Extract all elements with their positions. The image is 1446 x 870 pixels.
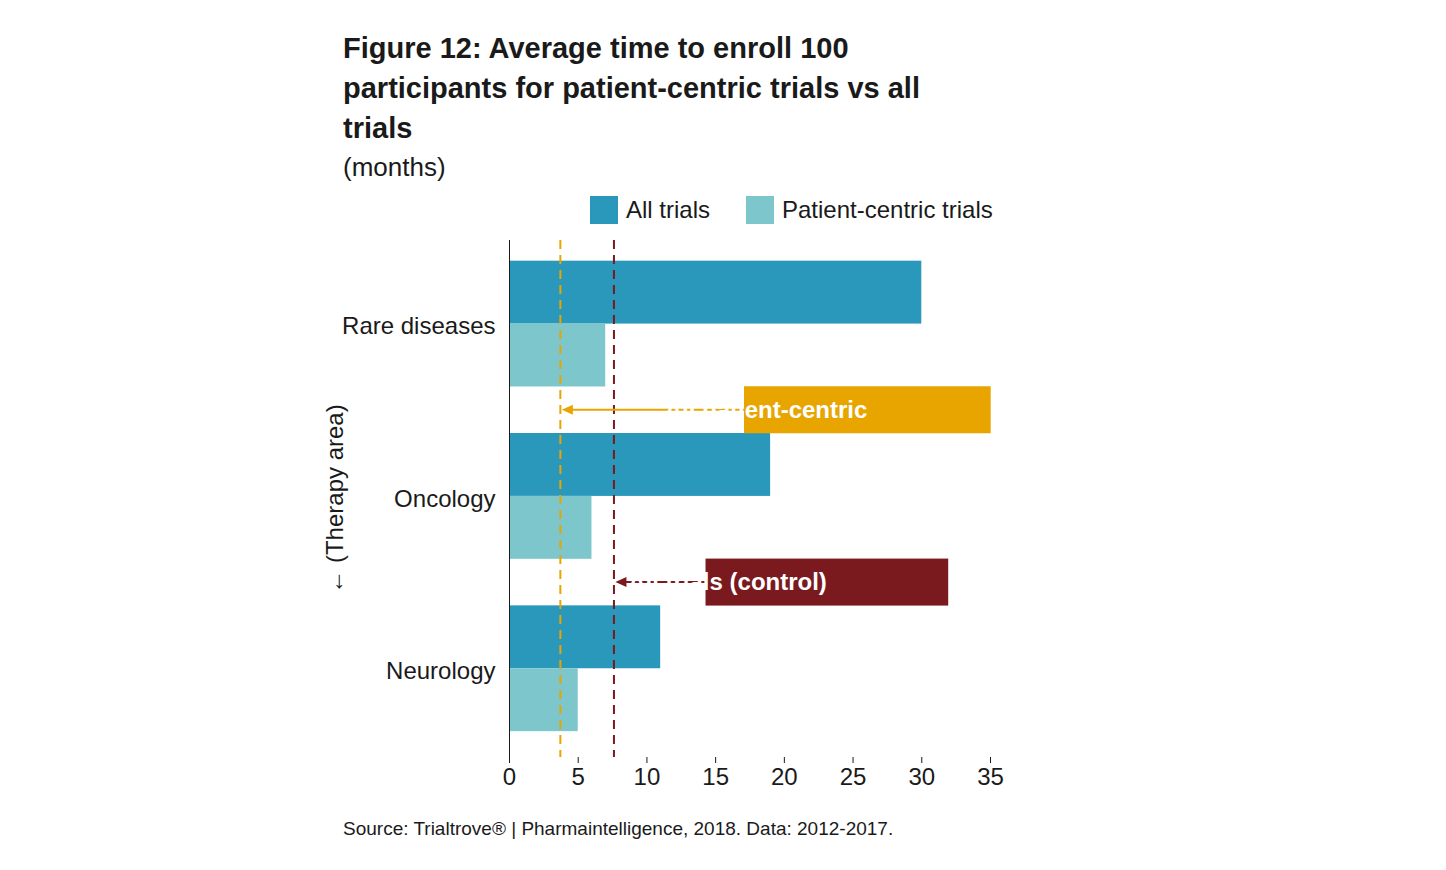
svg-text:All patient-centric: All patient-centric [665, 396, 868, 423]
svg-text:5: 5 [572, 763, 585, 790]
html-text:Source: Trialtrove® | Pharmain: Source: Trialtrove® | Pharmaintelligence… [343, 818, 894, 839]
svg-text:Rare diseases: Rare diseases [342, 312, 495, 339]
html-text:Patient-centric trials: Patient-centric trials [782, 196, 993, 223]
svg-text:Oncology: Oncology [394, 485, 495, 512]
svg-text:20: 20 [771, 763, 798, 790]
svg-text:25: 25 [840, 763, 867, 790]
svg-text:35: 35 [977, 763, 1004, 790]
html-text:(months): (months) [343, 152, 446, 182]
html-text:All trials: All trials [626, 196, 710, 223]
html-text:Figure 12: Average time to enr: Figure 12: Average time to enroll 100 pa… [343, 32, 920, 144]
svg-text:15: 15 [702, 763, 729, 790]
svg-text:0: 0 [503, 763, 516, 790]
svg-text:← (Therapy area): ← (Therapy area) [321, 404, 348, 593]
svg-text:10: 10 [634, 763, 661, 790]
svg-text:All trials (control): All trials (control) [628, 568, 827, 595]
svg-text:Neurology: Neurology [386, 657, 495, 684]
svg-text:30: 30 [908, 763, 935, 790]
